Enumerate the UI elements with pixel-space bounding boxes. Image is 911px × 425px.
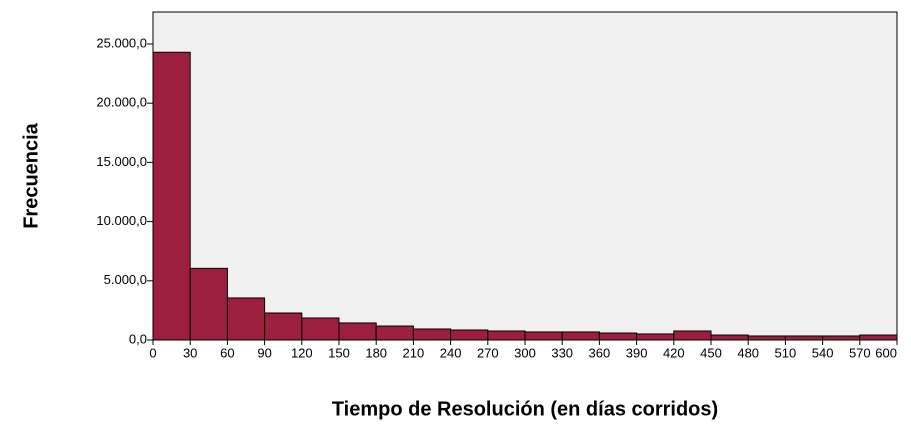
x-tick-label: 240: [440, 345, 462, 360]
bar: [710, 334, 749, 341]
x-tick-label: 330: [551, 345, 573, 360]
bar: [226, 297, 266, 341]
y-tick-label: 25.000,0: [96, 35, 147, 50]
bar: [822, 335, 861, 341]
plot-area: [152, 11, 898, 341]
x-tick-label: 300: [514, 345, 536, 360]
y-tick-label: 15.000,0: [96, 154, 147, 169]
x-tick-label: 150: [328, 345, 350, 360]
x-tick-label: 30: [183, 345, 197, 360]
x-tick-label: 540: [812, 345, 834, 360]
bar: [375, 325, 414, 341]
x-tick-label: 510: [775, 345, 797, 360]
bar: [673, 330, 712, 341]
bar: [152, 51, 191, 341]
bar: [487, 330, 526, 341]
bar: [598, 332, 638, 341]
x-axis-label: Tiempo de Resolución (en días corridos): [332, 398, 718, 420]
x-tick-label: 480: [737, 345, 759, 360]
x-tick-label: 60: [220, 345, 234, 360]
x-tick-label: 600: [875, 345, 897, 360]
bar: [450, 329, 489, 341]
x-tick-label: 120: [291, 345, 313, 360]
bar: [524, 331, 563, 341]
x-tick-label: 390: [626, 345, 648, 360]
bar: [264, 312, 303, 341]
x-tick-label: 360: [589, 345, 611, 360]
x-tick-label: 180: [365, 345, 387, 360]
bar: [784, 335, 824, 341]
bar: [189, 267, 228, 341]
bar: [636, 333, 675, 341]
bar: [747, 335, 786, 341]
bar: [338, 322, 377, 341]
y-tick-label: 0,0: [129, 331, 147, 346]
bar: [412, 328, 452, 341]
y-tick-label: 20.000,0: [96, 95, 147, 110]
x-tick-label: 570: [849, 345, 871, 360]
bar: [561, 331, 600, 341]
y-tick-label: 5.000,0: [104, 272, 147, 287]
x-tick-label: 0: [149, 345, 156, 360]
y-tick-label: 10.000,0: [96, 213, 147, 228]
y-axis-label: Frecuencia: [20, 122, 42, 228]
x-tick-label: 420: [663, 345, 685, 360]
x-tick-label: 210: [403, 345, 425, 360]
x-tick-label: 270: [477, 345, 499, 360]
x-tick-label: 90: [257, 345, 271, 360]
x-tick-label: 450: [700, 345, 722, 360]
bar: [859, 334, 898, 341]
bar: [301, 317, 340, 341]
